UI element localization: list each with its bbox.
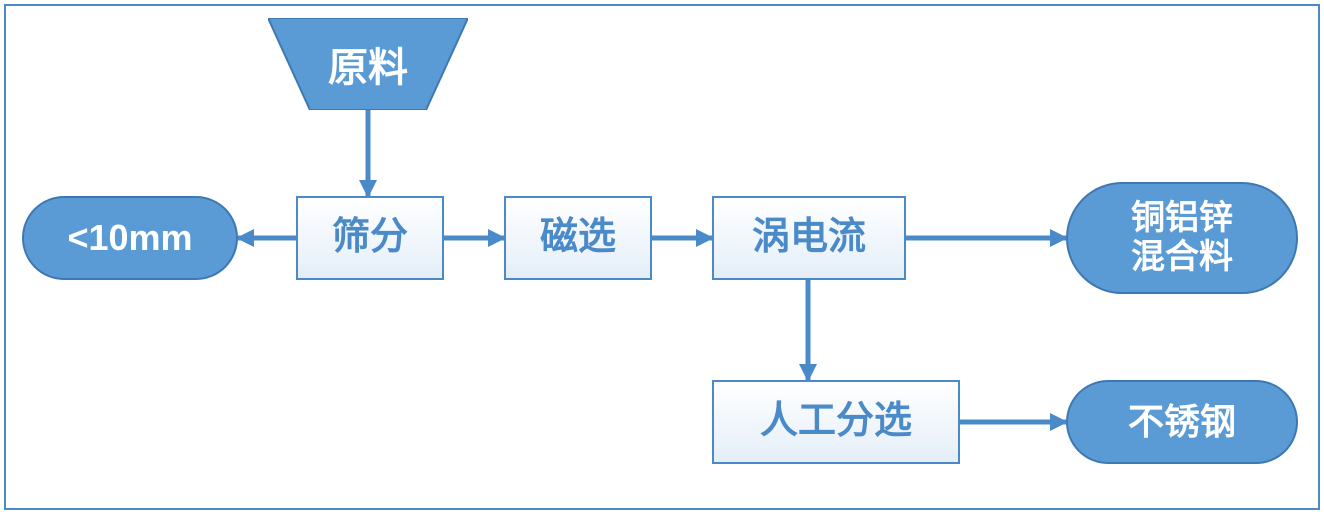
node-mag: 磁选 xyxy=(504,196,652,280)
node-mix-label: 铜铝锌 混合料 xyxy=(1119,199,1245,277)
node-sieve-label: 筛分 xyxy=(320,216,420,260)
node-ss: 不锈钢 xyxy=(1066,380,1298,464)
flowchart-canvas: 原料 <10mm 筛分 磁选 涡电流 铜铝锌 混合料人工分选 不锈钢 xyxy=(0,0,1324,514)
node-mag-label: 磁选 xyxy=(528,216,628,260)
node-manual-label: 人工分选 xyxy=(748,400,924,444)
node-lt10: <10mm xyxy=(22,196,238,280)
node-lt10-label: <10mm xyxy=(55,217,204,258)
node-manual: 人工分选 xyxy=(712,380,960,464)
node-raw-label: 原料 xyxy=(268,18,468,110)
node-eddy-label: 涡电流 xyxy=(740,216,878,260)
node-raw: 原料 xyxy=(268,18,468,110)
node-eddy: 涡电流 xyxy=(712,196,906,280)
node-ss-label: 不锈钢 xyxy=(1116,401,1248,442)
node-sieve: 筛分 xyxy=(296,196,444,280)
node-mix: 铜铝锌 混合料 xyxy=(1066,182,1298,294)
